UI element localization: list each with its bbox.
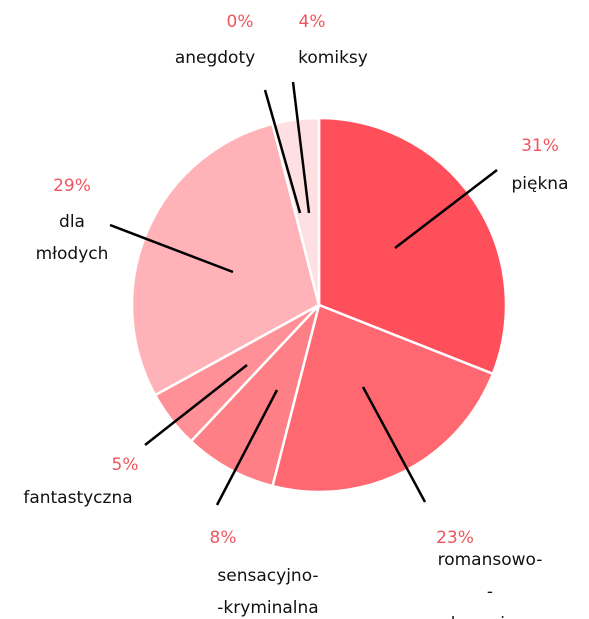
category-label: romansowo- -obyczajowa	[437, 550, 543, 619]
value-label: 8%	[209, 528, 237, 548]
value-label: 0%	[226, 12, 254, 32]
pie-slice	[270, 303, 495, 494]
leader-line	[394, 169, 498, 249]
category-label: fantastyczna	[23, 488, 133, 508]
leader-line	[361, 386, 427, 503]
leader-line	[291, 81, 311, 214]
category-label: komiksy	[298, 48, 368, 68]
leader-line	[109, 223, 234, 274]
pie-slice	[189, 304, 321, 488]
category-label: piękna	[511, 174, 569, 194]
pie-slice	[270, 116, 321, 306]
value-label: 29%	[53, 176, 91, 196]
value-label: 23%	[436, 528, 474, 548]
value-label: 4%	[298, 12, 326, 32]
leader-line	[215, 389, 279, 506]
leader-line	[144, 364, 248, 446]
category-label: sensacyjno- -kryminalna	[217, 566, 319, 618]
value-label: 31%	[521, 136, 559, 156]
category-label: anegdoty	[174, 48, 256, 68]
value-label: 5%	[111, 455, 139, 475]
pie-slice	[317, 116, 508, 376]
pie-slice	[130, 122, 321, 397]
leader-line	[263, 89, 302, 214]
category-label: dla młodych	[35, 212, 109, 264]
